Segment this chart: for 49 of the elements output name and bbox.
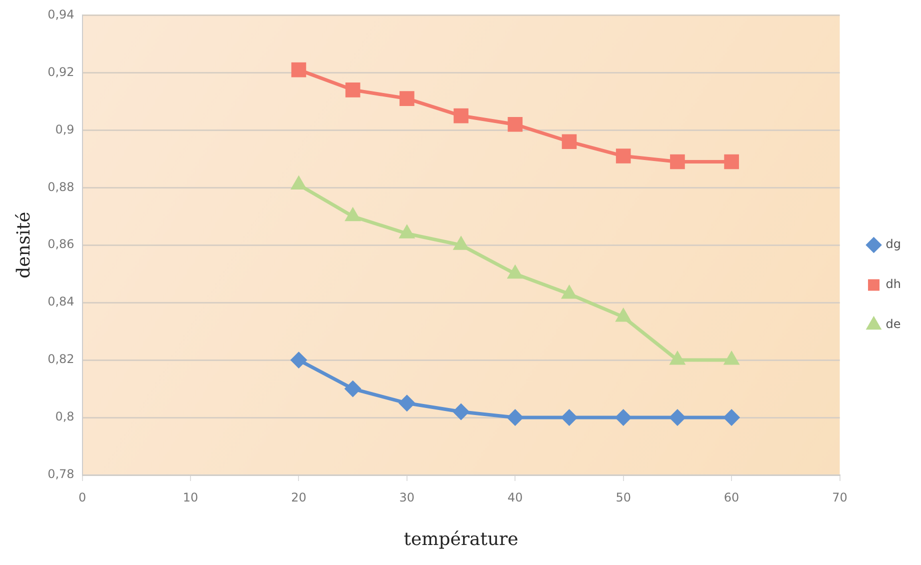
point [345, 381, 361, 397]
point [345, 82, 360, 98]
y-tick-label: 0,92 [48, 64, 74, 79]
legend-label: dg [886, 237, 901, 252]
y-tick-label: 0,86 [48, 237, 74, 252]
point [291, 62, 306, 78]
point [724, 154, 739, 170]
x-axis-title: température [404, 528, 518, 550]
y-tick-label: 0,9 [55, 122, 74, 136]
x-tick-label: 30 [399, 490, 415, 504]
point [508, 266, 522, 279]
y-tick-label: 0,94 [48, 7, 74, 22]
point [670, 352, 684, 365]
legend-label: de [886, 317, 901, 332]
x-tick-label: 20 [291, 490, 306, 504]
point [454, 237, 468, 250]
x-tick-label: 70 [832, 490, 848, 504]
point [562, 134, 577, 150]
point [670, 410, 686, 426]
y-tick-label: 0,78 [48, 467, 74, 482]
point [616, 148, 631, 164]
y-tick-label: 0,88 [48, 180, 74, 194]
point [616, 309, 630, 322]
point [724, 352, 739, 365]
x-tick-label: 0 [78, 490, 86, 504]
point [292, 177, 306, 190]
legend-label: dh [886, 277, 901, 292]
point [508, 116, 523, 132]
point [507, 410, 523, 426]
point [400, 226, 414, 238]
point [346, 208, 360, 222]
point [616, 410, 632, 426]
y-tick-label: 0,82 [48, 352, 74, 366]
point [724, 410, 740, 426]
point [562, 286, 576, 299]
point [562, 410, 577, 426]
x-tick-label: 50 [616, 490, 631, 504]
point [454, 108, 468, 124]
point [400, 91, 414, 106]
y-axis-title: densité [13, 212, 34, 278]
x-tick-label: 60 [724, 490, 740, 504]
x-tick-label: 40 [508, 490, 523, 504]
point [670, 154, 685, 170]
point [290, 352, 306, 368]
point [453, 404, 469, 420]
y-tick-label: 0,8 [55, 410, 74, 424]
y-tick-label: 0,84 [48, 294, 74, 309]
point [399, 395, 415, 411]
x-tick-label: 10 [182, 490, 198, 504]
